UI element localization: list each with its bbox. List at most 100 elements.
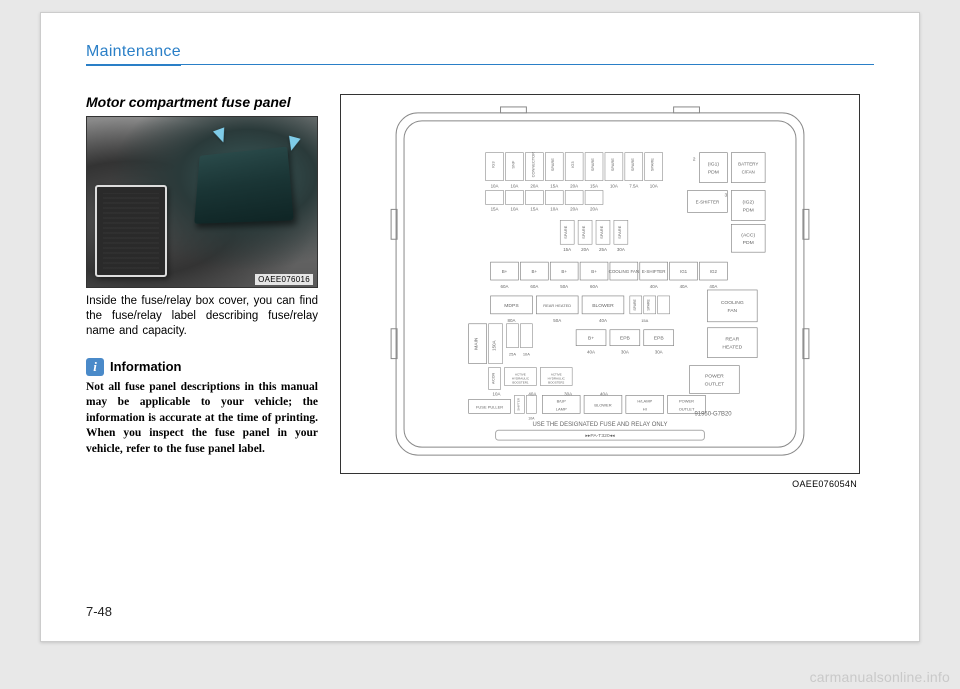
svg-text:3: 3	[725, 192, 728, 198]
svg-text:60A: 60A	[501, 284, 509, 289]
svg-text:B+: B+	[561, 269, 567, 274]
svg-text:60A: 60A	[530, 284, 538, 289]
svg-text:30A: 30A	[621, 350, 629, 355]
svg-text:15A: 15A	[590, 184, 598, 189]
svg-text:15A: 15A	[550, 184, 558, 189]
svg-text:MAIN: MAIN	[474, 337, 480, 350]
svg-text:H/LAMP: H/LAMP	[637, 398, 652, 403]
svg-text:REAR: REAR	[725, 337, 739, 343]
fuse-label-callout	[95, 185, 167, 277]
svg-text:B+: B+	[532, 269, 538, 274]
svg-text:20A: 20A	[570, 184, 578, 189]
info-icon: i	[86, 358, 104, 376]
page-number: 7-48	[86, 604, 112, 619]
svg-text:40A: 40A	[709, 284, 717, 289]
svg-text:POWER: POWER	[705, 374, 724, 380]
svg-text:40A: 40A	[680, 284, 688, 289]
watermark: carmanualsonline.info	[810, 669, 950, 685]
svg-text:10A: 10A	[528, 416, 535, 420]
svg-text:20A: 20A	[530, 184, 538, 189]
svg-text:50A: 50A	[553, 318, 561, 323]
svg-text:IG3: IG3	[491, 161, 496, 168]
svg-text:10A: 10A	[510, 184, 518, 189]
svg-text:25A: 25A	[509, 352, 516, 357]
svg-text:B+: B+	[502, 269, 508, 274]
svg-text:10A: 10A	[523, 352, 530, 357]
svg-text:2: 2	[693, 157, 696, 163]
svg-text:SPARE: SPARE	[633, 298, 637, 310]
svg-text:E-SHIFTER: E-SHIFTER	[696, 199, 720, 204]
diagram-footer-text: USE THE DESIGNATED FUSE AND RELAY ONLY	[532, 422, 667, 428]
svg-text:SPARE: SPARE	[590, 158, 595, 172]
svg-text:SHIFTER: SHIFTER	[516, 398, 520, 411]
content-columns: Motor compartment fuse panel OAEE076016 …	[86, 94, 874, 474]
svg-text:40A: 40A	[587, 350, 595, 355]
svg-text:SPARE: SPARE	[610, 158, 615, 172]
svg-text:SPARE: SPARE	[550, 158, 555, 172]
svg-text:20A: 20A	[570, 206, 578, 211]
svg-text:IG2: IG2	[710, 269, 718, 274]
svg-text:BLOWER: BLOWER	[594, 402, 611, 407]
section-title: Maintenance	[86, 43, 181, 66]
page-header: Maintenance	[86, 43, 874, 66]
svg-text:FUSE PULLER: FUSE PULLER	[476, 404, 503, 409]
left-column: Motor compartment fuse panel OAEE076016 …	[86, 94, 318, 474]
fusebox-lid	[194, 147, 294, 224]
svg-text:B/UP: B/UP	[557, 398, 567, 403]
svg-text:B+: B+	[591, 269, 597, 274]
svg-text:20A: 20A	[581, 247, 589, 252]
svg-text:10A: 10A	[610, 184, 618, 189]
svg-text:SPARE: SPARE	[647, 298, 651, 310]
svg-text:10A: 10A	[650, 184, 658, 189]
right-column: 91950-G7B20 USE THE DESIGNATED FUSE AND …	[340, 94, 874, 474]
fuse-diagram-svg: 91950-G7B20 USE THE DESIGNATED FUSE AND …	[341, 95, 859, 473]
body-paragraph: Inside the fuse/relay box cover, you can…	[86, 294, 318, 340]
svg-text:EPB: EPB	[654, 336, 665, 342]
svg-text:(IG2): (IG2)	[743, 199, 755, 205]
svg-text:SPARE: SPARE	[563, 225, 568, 239]
diagram-reference-code: OAEE076054N	[792, 479, 857, 489]
svg-text:40A: 40A	[650, 284, 658, 289]
svg-text:SPARE: SPARE	[599, 225, 604, 239]
svg-text:(ACC): (ACC)	[741, 232, 755, 238]
svg-text:B+: B+	[588, 336, 594, 342]
svg-text:E-SHIFTER: E-SHIFTER	[642, 269, 666, 274]
svg-text:PDM: PDM	[743, 207, 754, 213]
svg-text:PDM: PDM	[708, 170, 719, 176]
photo-reference-code: OAEE076016	[255, 274, 313, 285]
svg-text:HEATED: HEATED	[722, 345, 742, 351]
svg-text:10A: 10A	[510, 206, 518, 211]
svg-text:HI: HI	[643, 406, 647, 411]
header-rule	[181, 64, 874, 65]
svg-text:40A: 40A	[599, 318, 607, 323]
svg-text:C/FAN: C/FAN	[742, 170, 755, 175]
svg-text:CONNECTOR: CONNECTOR	[530, 152, 535, 178]
information-paragraph: Not all fuse panel descriptions in this …	[86, 380, 318, 458]
svg-text:IG1: IG1	[680, 269, 688, 274]
svg-text:30A: 30A	[617, 247, 625, 252]
svg-text:50A: 50A	[560, 284, 568, 289]
svg-text:SNF: SNF	[510, 160, 515, 169]
svg-text:BOOSTER1: BOOSTER1	[512, 380, 529, 384]
svg-text:15A: 15A	[563, 247, 571, 252]
svg-text:▸▸PA-T320◂◂: ▸▸PA-T320◂◂	[585, 433, 615, 439]
svg-text:10A: 10A	[550, 206, 558, 211]
svg-text:(IG1): (IG1)	[708, 162, 720, 168]
fuse-panel-diagram: 91950-G7B20 USE THE DESIGNATED FUSE AND …	[340, 94, 860, 474]
svg-text:COOLING FAN: COOLING FAN	[609, 269, 640, 274]
svg-text:SPARE: SPARE	[630, 158, 635, 172]
svg-text:FAN: FAN	[727, 308, 737, 314]
svg-text:BLOWER: BLOWER	[592, 303, 614, 309]
svg-text:A/CON: A/CON	[492, 373, 496, 384]
svg-text:150A: 150A	[492, 340, 497, 350]
svg-text:SPARE: SPARE	[581, 225, 586, 239]
svg-text:10A: 10A	[491, 184, 499, 189]
subsection-heading: Motor compartment fuse panel	[86, 94, 318, 110]
svg-text:30A: 30A	[655, 350, 663, 355]
svg-text:LAMP: LAMP	[556, 406, 567, 411]
svg-text:BATTERY: BATTERY	[738, 162, 758, 167]
svg-text:IG3: IG3	[570, 161, 575, 168]
svg-text:MDPS: MDPS	[504, 303, 519, 309]
fusebox-photo: OAEE076016	[86, 116, 318, 288]
svg-text:25A: 25A	[599, 247, 607, 252]
